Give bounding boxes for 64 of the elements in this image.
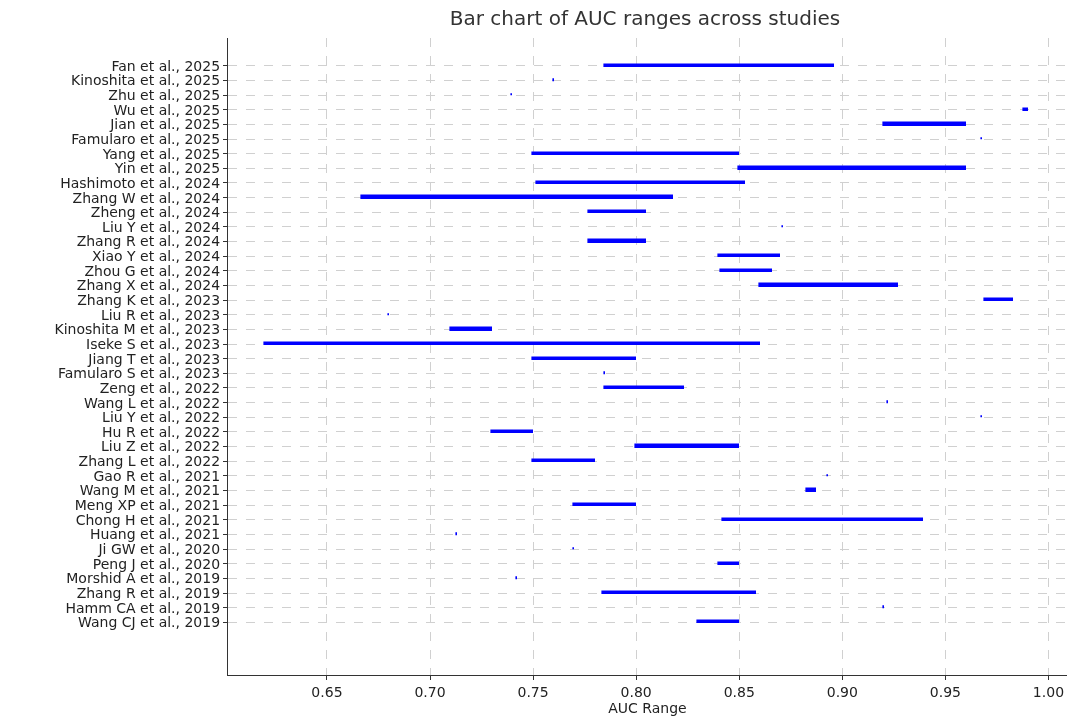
x-axis-title: AUC Range bbox=[608, 700, 687, 717]
y-tick-label: Hu R et al., 2022 bbox=[102, 423, 221, 440]
bar bbox=[587, 238, 646, 243]
y-tick-label: Yin et al., 2025 bbox=[113, 160, 221, 177]
x-tick-label: 0.65 bbox=[311, 683, 343, 700]
y-tick-label: Yang et al., 2025 bbox=[101, 145, 221, 162]
bar bbox=[360, 194, 673, 199]
y-tick-label: Kinoshita M et al., 2023 bbox=[54, 321, 221, 338]
bar bbox=[531, 151, 739, 155]
x-tick-label: 1.00 bbox=[1032, 683, 1065, 700]
bar bbox=[1022, 107, 1028, 111]
bar bbox=[490, 429, 533, 433]
bar bbox=[721, 517, 923, 521]
bar bbox=[805, 487, 816, 492]
bar bbox=[263, 341, 760, 345]
y-tick-label: Zheng et al., 2024 bbox=[90, 204, 221, 221]
y-tick-label: Jiang T et al., 2023 bbox=[87, 350, 221, 367]
x-tick-label: 0.95 bbox=[929, 683, 961, 700]
bar bbox=[587, 209, 646, 213]
y-tick-label: Xiao Y et al., 2024 bbox=[92, 248, 221, 265]
x-tick-label: 0.80 bbox=[620, 683, 652, 700]
y-tick-label: Zhang K et al., 2023 bbox=[77, 292, 221, 309]
bar bbox=[449, 326, 492, 331]
y-tick-label: Fan et al., 2025 bbox=[111, 57, 221, 74]
y-tick-label: Liu Y et al., 2022 bbox=[102, 409, 221, 426]
bar bbox=[717, 253, 780, 257]
bar bbox=[717, 561, 739, 565]
chart-title: Bar chart of AUC ranges across studies bbox=[449, 5, 841, 30]
y-tick-label: Zhang X et al., 2024 bbox=[76, 277, 221, 294]
y-tick-label: Wang CJ et al., 2019 bbox=[78, 614, 221, 631]
bar bbox=[882, 121, 966, 126]
y-tick-label: Wang M et al., 2021 bbox=[79, 482, 221, 499]
y-tick-label: Zhang L et al., 2022 bbox=[78, 453, 221, 470]
y-tick-label: Zhu et al., 2025 bbox=[108, 87, 221, 104]
bar bbox=[719, 268, 772, 272]
y-tick-label: Zhang W et al., 2024 bbox=[72, 189, 221, 206]
x-tick-label: 0.85 bbox=[723, 683, 755, 700]
bar bbox=[983, 297, 1013, 301]
x-tick-label: 0.70 bbox=[414, 683, 446, 700]
y-tick-label: Zhou G et al., 2024 bbox=[84, 262, 221, 279]
bar bbox=[531, 356, 636, 360]
y-tick-label: Hashimoto et al., 2024 bbox=[60, 174, 221, 191]
bar bbox=[535, 180, 745, 184]
bar bbox=[634, 443, 739, 448]
bar bbox=[601, 590, 756, 594]
bar bbox=[737, 165, 966, 170]
x-tick-label: 0.75 bbox=[517, 683, 549, 700]
bar bbox=[531, 458, 595, 462]
y-tick-label: Wu et al., 2025 bbox=[113, 101, 221, 118]
y-tick-label: Zhang R et al., 2024 bbox=[76, 233, 221, 250]
y-tick-label: Meng XP et al., 2021 bbox=[74, 497, 221, 514]
bar bbox=[603, 385, 684, 389]
bar bbox=[758, 282, 898, 287]
bar bbox=[572, 502, 636, 506]
y-tick-label: Iseke S et al., 2023 bbox=[86, 335, 221, 352]
bar bbox=[696, 619, 739, 623]
x-tick-label: 0.90 bbox=[826, 683, 858, 700]
y-tick-label: Jian et al., 2025 bbox=[109, 116, 221, 133]
y-tick-label: Famularo S et al., 2023 bbox=[57, 365, 221, 382]
bar bbox=[603, 63, 834, 67]
y-tick-label: Zhang R et al., 2019 bbox=[76, 584, 221, 601]
y-tick-label: Liu Z et al., 2022 bbox=[101, 438, 221, 455]
y-tick-label: Zeng et al., 2022 bbox=[99, 379, 221, 396]
y-tick-label: Kinoshita et al., 2025 bbox=[71, 72, 221, 89]
